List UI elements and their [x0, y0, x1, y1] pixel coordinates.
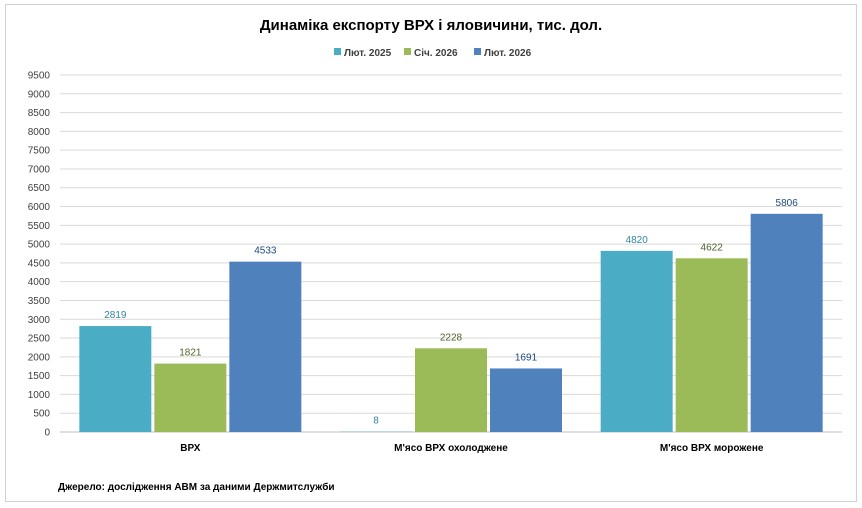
y-axis-ticks: 0 500 1000 1500 2000 2500 3000 3500 4000 4500 5000…	[28, 71, 51, 439]
data-label: 1821	[179, 348, 202, 359]
y-tick-label: 7500	[28, 146, 51, 157]
y-tick-label: 9000	[28, 89, 51, 100]
y-tick-label: 2500	[28, 334, 51, 345]
y-tick-label: 4500	[28, 258, 51, 269]
y-tick-label: 8000	[28, 127, 51, 138]
legend-swatch	[334, 48, 341, 55]
data-label: 1691	[515, 352, 538, 363]
y-tick-label: 5000	[28, 240, 51, 251]
y-tick-label: 9500	[28, 71, 51, 82]
y-tick-label: 6500	[28, 183, 51, 194]
y-tick-label: 0	[44, 428, 50, 439]
data-label: 4533	[254, 246, 277, 257]
y-tick-label: 1000	[28, 390, 51, 401]
y-tick-label: 3000	[28, 315, 51, 326]
x-tick-label: М'ясо ВРХ охолоджене	[394, 443, 508, 454]
bar	[79, 326, 152, 432]
bar	[154, 363, 227, 432]
legend-label: Січ. 2026	[414, 48, 458, 59]
legend-label: Лют. 2025	[344, 48, 392, 59]
legend-label: Лют. 2026	[484, 48, 532, 59]
bar	[490, 368, 562, 432]
x-tick-label: М'ясо ВРХ морожене	[660, 443, 764, 454]
x-axis-ticks: ВРХ М'ясо ВРХ охолоджене М'ясо ВРХ морожен…	[180, 443, 764, 454]
y-tick-label: 500	[33, 409, 50, 420]
x-tick-label: ВРХ	[180, 443, 201, 454]
data-label: 2228	[440, 332, 463, 343]
data-label: 5806	[776, 198, 799, 209]
data-label: 8	[373, 416, 379, 427]
data-label: 4820	[626, 235, 649, 246]
bar	[600, 250, 673, 432]
chart-title: Динаміка експорту ВРХ і яловичини, тис. …	[260, 17, 602, 34]
y-tick-label: 4000	[28, 277, 51, 288]
data-labels: 2819 1821 4533 8 2228 1691 4820 4622 5806	[104, 198, 798, 427]
y-tick-label: 3500	[28, 296, 51, 307]
legend-swatch	[404, 48, 411, 55]
legend-swatch	[474, 48, 481, 55]
source-note: Джерело: дослідження АВМ за даними Держм…	[58, 481, 335, 493]
y-tick-label: 2000	[28, 352, 51, 363]
y-tick-label: 8500	[28, 108, 51, 119]
y-tick-label: 1500	[28, 371, 51, 382]
legend: Лют. 2025 Січ. 2026 Лют. 2026	[334, 48, 532, 59]
bar	[415, 348, 487, 432]
y-tick-label: 7000	[28, 164, 51, 175]
bar	[675, 258, 748, 432]
bar	[750, 213, 823, 432]
data-label: 2819	[104, 310, 127, 321]
bars	[79, 213, 823, 432]
data-label: 4622	[701, 242, 724, 253]
y-tick-label: 5500	[28, 221, 51, 232]
bar	[229, 261, 302, 432]
y-tick-label: 6000	[28, 202, 51, 213]
